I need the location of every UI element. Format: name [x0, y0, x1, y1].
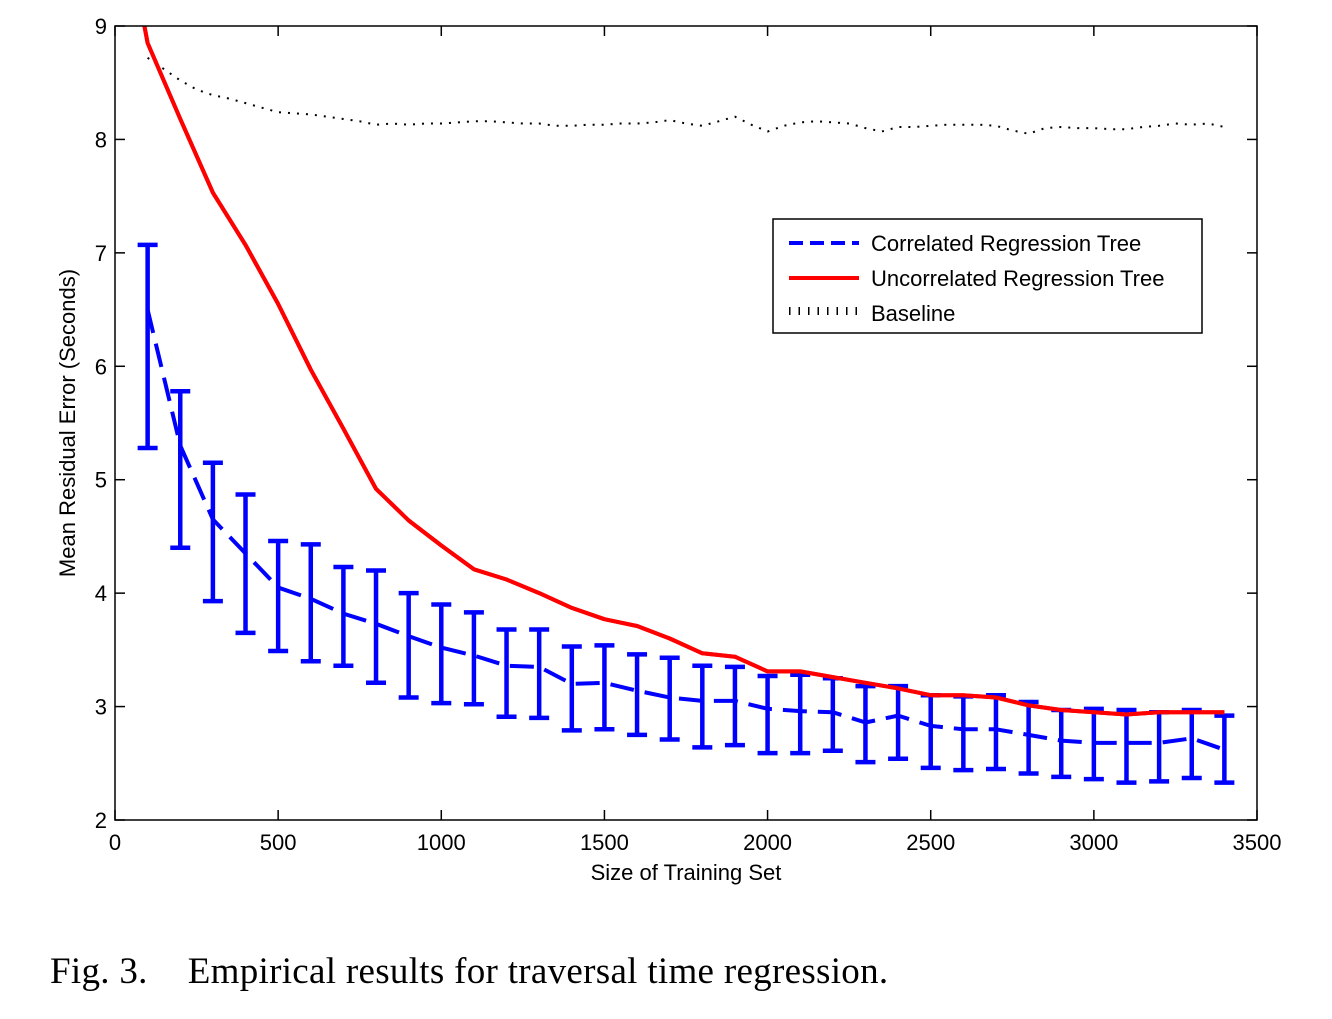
x-tick-label: 2500 — [906, 830, 955, 855]
x-tick-label: 0 — [109, 830, 121, 855]
line-chart: 0 500 1000 1500 2000 2500 3000 3500 2 3 4 5 6 7 8 9 Siz… — [55, 14, 1282, 885]
y-tick-label: 2 — [95, 808, 107, 833]
legend-label-correlated: Correlated Regression Tree — [871, 231, 1141, 256]
series-layer — [137, 25, 1235, 785]
legend-label-baseline: Baseline — [871, 301, 955, 326]
y-tick-label: 7 — [95, 241, 107, 266]
legend-label-uncorrelated: Uncorrelated Regression Tree — [871, 266, 1164, 291]
y-tick-label: 9 — [95, 14, 107, 39]
legend: Correlated Regression Tree Uncorrelated … — [772, 218, 1203, 334]
x-tick-label: 500 — [260, 830, 297, 855]
legend-box — [772, 218, 1203, 334]
x-tick-label: 1000 — [417, 830, 466, 855]
figure-caption: Fig. 3. Empirical results for traversal t… — [50, 950, 888, 993]
axis-ticks: 0 500 1000 1500 2000 2500 3000 3500 2 3 4 5 6 7 8 9 — [95, 14, 1282, 855]
x-tick-label: 3500 — [1233, 830, 1282, 855]
x-tick-label: 3000 — [1069, 830, 1118, 855]
series-line-1 — [142, 25, 1225, 717]
x-tick-label: 2000 — [743, 830, 792, 855]
figure-number: Fig. 3. — [50, 951, 148, 992]
y-tick-label: 6 — [95, 354, 107, 379]
y-tick-label: 5 — [95, 468, 107, 493]
series-line-0 — [145, 309, 1226, 752]
x-axis-label: Size of Training Set — [591, 860, 782, 885]
series-line-2 — [147, 56, 1225, 135]
plot-frame — [114, 25, 1258, 821]
caption-text: Empirical results for traversal time reg… — [187, 951, 889, 992]
y-tick-label: 3 — [95, 695, 107, 720]
y-tick-label: 4 — [95, 581, 107, 606]
x-tick-label: 1500 — [580, 830, 629, 855]
y-axis-label: Mean Residual Error (Seconds) — [55, 269, 80, 577]
y-tick-label: 8 — [95, 127, 107, 152]
series-line-1-overlay — [142, 25, 1225, 717]
